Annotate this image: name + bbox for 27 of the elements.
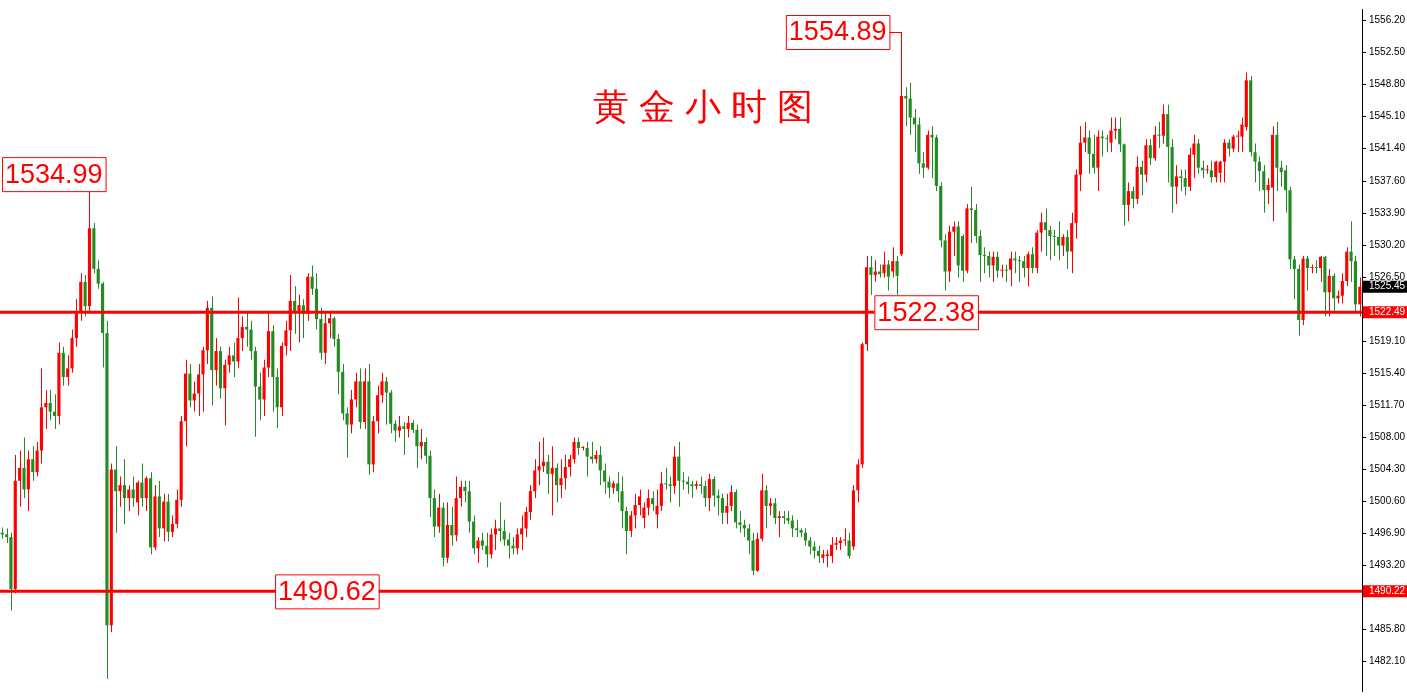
annotation: 1554.89: [788, 16, 887, 47]
y-tick-label: 1482.10: [1369, 655, 1406, 667]
annotation: 1522.38: [877, 296, 975, 327]
y-tick-label: 1552.50: [1369, 46, 1406, 58]
y-tick-label: 1556.20: [1369, 14, 1406, 26]
y-tick-label: 1496.90: [1369, 527, 1406, 539]
text: 1525.45: [1369, 280, 1406, 292]
y-tick-label: 1541.40: [1369, 142, 1406, 154]
y-tick-label: 1548.80: [1369, 78, 1406, 90]
y-tick-label: 1526.50: [1369, 271, 1406, 283]
ref-line-label: 1522.49: [1369, 306, 1406, 317]
y-tick-label: 1515.40: [1369, 367, 1406, 379]
y-tick-label: 1504.30: [1369, 463, 1406, 475]
annotation: 1490.62: [278, 575, 376, 606]
y-tick-label: 1519.10: [1369, 335, 1406, 347]
y-tick-label: 1533.90: [1369, 207, 1406, 219]
y-tick-label: 1511.70: [1369, 399, 1405, 411]
y-tick-label: 1485.80: [1369, 623, 1406, 635]
y-tick-label: 1500.60: [1369, 495, 1406, 507]
y-tick-label: 1493.20: [1369, 559, 1406, 571]
y-tick-label: 1537.60: [1369, 175, 1406, 187]
y-tick-label: 1508.00: [1369, 431, 1406, 443]
annotation: 1534.99: [5, 158, 103, 189]
ref-line-label: 1490.22: [1369, 585, 1406, 597]
y-tick-label: 1530.20: [1369, 239, 1406, 251]
y-tick-label: 1545.10: [1369, 110, 1406, 122]
text: 黄金小时图: [593, 87, 824, 128]
